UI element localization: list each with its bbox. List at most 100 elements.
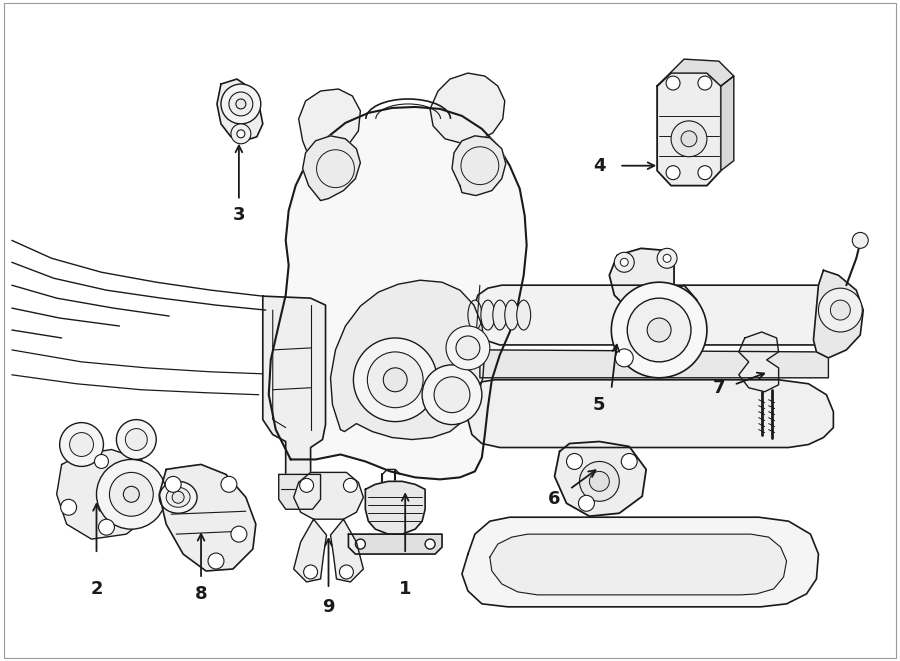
Polygon shape: [293, 473, 364, 519]
Circle shape: [303, 565, 318, 579]
Text: 8: 8: [194, 585, 207, 603]
Circle shape: [579, 495, 594, 511]
Polygon shape: [657, 73, 721, 186]
Polygon shape: [739, 332, 778, 392]
Polygon shape: [490, 534, 787, 595]
Text: 2: 2: [90, 580, 103, 598]
Circle shape: [616, 349, 634, 367]
Circle shape: [425, 539, 435, 549]
Ellipse shape: [517, 300, 531, 330]
Circle shape: [671, 121, 706, 157]
Circle shape: [116, 420, 157, 459]
Circle shape: [615, 253, 634, 272]
Polygon shape: [217, 79, 263, 141]
Polygon shape: [554, 442, 646, 516]
Circle shape: [627, 298, 691, 362]
Polygon shape: [814, 270, 863, 358]
Circle shape: [446, 326, 490, 370]
Polygon shape: [348, 534, 442, 554]
Ellipse shape: [493, 300, 507, 330]
Text: 3: 3: [232, 206, 245, 225]
Polygon shape: [279, 475, 320, 509]
Ellipse shape: [166, 487, 190, 507]
Circle shape: [94, 455, 108, 469]
Ellipse shape: [481, 300, 495, 330]
Circle shape: [663, 254, 671, 262]
Polygon shape: [474, 285, 849, 345]
Circle shape: [172, 491, 184, 503]
Circle shape: [221, 84, 261, 124]
Polygon shape: [302, 136, 360, 200]
Circle shape: [221, 477, 237, 492]
Polygon shape: [657, 59, 734, 86]
Text: 6: 6: [548, 490, 561, 508]
Polygon shape: [263, 296, 326, 479]
Circle shape: [852, 233, 868, 249]
Circle shape: [831, 300, 850, 320]
Ellipse shape: [159, 481, 197, 513]
Polygon shape: [721, 76, 734, 171]
Circle shape: [590, 471, 609, 491]
Circle shape: [681, 131, 697, 147]
Polygon shape: [299, 89, 360, 161]
Circle shape: [59, 422, 104, 467]
Polygon shape: [330, 280, 485, 440]
Text: 9: 9: [322, 598, 335, 616]
Text: 1: 1: [399, 580, 411, 598]
Circle shape: [611, 282, 706, 378]
Circle shape: [344, 479, 357, 492]
Circle shape: [229, 92, 253, 116]
Circle shape: [208, 553, 224, 569]
Circle shape: [666, 76, 680, 90]
Polygon shape: [452, 136, 506, 196]
Circle shape: [456, 336, 480, 360]
Polygon shape: [609, 249, 697, 365]
Circle shape: [818, 288, 862, 332]
Circle shape: [422, 365, 482, 424]
Circle shape: [657, 249, 677, 268]
FancyBboxPatch shape: [4, 3, 896, 658]
Circle shape: [98, 519, 114, 535]
Circle shape: [339, 565, 354, 579]
Circle shape: [231, 124, 251, 144]
Text: 4: 4: [593, 157, 606, 175]
Circle shape: [110, 473, 153, 516]
Polygon shape: [430, 73, 505, 143]
Circle shape: [231, 526, 247, 542]
Ellipse shape: [505, 300, 518, 330]
Circle shape: [166, 477, 181, 492]
Polygon shape: [159, 465, 256, 571]
Polygon shape: [330, 519, 364, 582]
Text: 7: 7: [713, 379, 725, 397]
Circle shape: [647, 318, 671, 342]
Circle shape: [621, 453, 637, 469]
Circle shape: [69, 432, 94, 457]
Circle shape: [123, 486, 140, 502]
Circle shape: [698, 166, 712, 180]
Polygon shape: [468, 380, 833, 447]
Circle shape: [698, 76, 712, 90]
Text: 5: 5: [593, 396, 606, 414]
Circle shape: [356, 539, 365, 549]
Circle shape: [300, 479, 313, 492]
Circle shape: [620, 258, 628, 266]
Circle shape: [383, 368, 407, 392]
Circle shape: [237, 130, 245, 137]
Polygon shape: [293, 519, 327, 582]
Circle shape: [580, 461, 619, 501]
Circle shape: [125, 428, 148, 451]
Polygon shape: [480, 350, 828, 378]
Polygon shape: [365, 481, 425, 534]
Circle shape: [434, 377, 470, 412]
Circle shape: [566, 453, 582, 469]
Circle shape: [666, 166, 680, 180]
Circle shape: [236, 99, 246, 109]
Circle shape: [60, 499, 76, 515]
Polygon shape: [269, 107, 526, 479]
Circle shape: [354, 338, 437, 422]
Polygon shape: [57, 449, 157, 539]
Ellipse shape: [468, 300, 482, 330]
Circle shape: [96, 459, 166, 529]
Circle shape: [367, 352, 423, 408]
Polygon shape: [462, 517, 818, 607]
